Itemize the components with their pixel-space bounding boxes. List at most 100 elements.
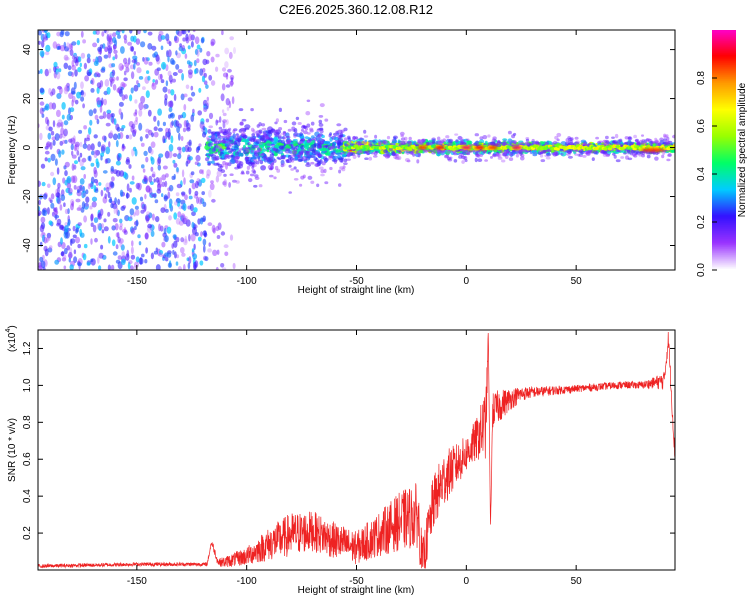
heatmap-cell [273, 176, 277, 180]
heatmap-cell [77, 262, 82, 267]
heatmap-cell [128, 134, 133, 140]
heatmap-cell [345, 154, 350, 157]
heatmap-cell [317, 134, 322, 138]
heatmap-cell [56, 93, 62, 99]
heatmap-cell [504, 149, 509, 154]
heatmap-cell [119, 189, 124, 197]
heatmap-cell [70, 87, 76, 95]
heatmap-cell [199, 260, 204, 266]
heatmap-cell [78, 204, 82, 211]
heatmap-cell [68, 251, 73, 259]
heatmap-cell [96, 97, 101, 105]
heatmap-cell [60, 194, 66, 202]
heatmap-cell [153, 250, 158, 255]
heatmap-cell [60, 121, 64, 128]
heatmap-cell [62, 139, 65, 145]
heatmap-cell [41, 181, 46, 187]
heatmap-cell [208, 74, 213, 81]
heatmap-cell [154, 68, 160, 76]
heatmap-cell [519, 151, 523, 156]
heatmap-cell [636, 141, 641, 146]
heatmap-cell [88, 155, 92, 162]
heatmap-cell [575, 140, 580, 145]
heatmap-cell [102, 170, 108, 174]
heatmap-cell [331, 151, 336, 155]
heatmap-cell [479, 136, 484, 140]
colorbar-segment [712, 196, 736, 199]
heatmap-cell [484, 159, 488, 162]
colorbar-segment [712, 92, 736, 95]
heatmap-cell [97, 141, 102, 148]
heatmap-cell [177, 266, 183, 270]
heatmap-cell [127, 41, 133, 46]
heatmap-cell [337, 157, 341, 161]
heatmap-cell [202, 201, 207, 207]
heatmap-cell [71, 64, 76, 71]
heatmap-cell [126, 249, 130, 258]
heatmap-cell [38, 265, 43, 270]
heatmap-cell [75, 227, 80, 233]
heatmap-cell [404, 140, 409, 145]
colorbar-segment [712, 60, 736, 63]
heatmap-cell [190, 85, 194, 91]
heatmap-cell [163, 227, 167, 235]
heatmap-cell [513, 140, 517, 143]
heatmap-cell [50, 202, 55, 209]
heatmap-cell [132, 55, 138, 61]
colorbar: 0.00.20.40.60.8 Normalized spectral ampl… [696, 30, 748, 277]
heatmap-cell [96, 223, 101, 230]
heatmap-cell [168, 215, 172, 221]
heatmap-cell [103, 187, 107, 191]
heatmap-cell [67, 222, 70, 227]
heatmap-cell [174, 201, 178, 206]
colorbar-segment [712, 88, 736, 91]
colorbar-segment [712, 130, 736, 133]
heatmap-cell [164, 235, 169, 243]
heatmap-cell [276, 168, 281, 173]
snr-x-tick-label: -100 [237, 576, 257, 587]
colorbar-segment [712, 146, 736, 149]
heatmap-cell [73, 57, 78, 64]
heatmap-cell [64, 170, 68, 177]
heatmap-cell [193, 243, 196, 251]
heatmap-cell [155, 54, 160, 62]
heatmap-cell [400, 137, 406, 141]
heatmap-cell [109, 130, 114, 138]
colorbar-segment [712, 254, 736, 257]
heatmap-cell [143, 30, 147, 34]
heatmap-cell [661, 154, 665, 159]
spectrogram-y-axis-label: Frequency (Hz) [7, 116, 18, 185]
heatmap-cell [198, 87, 202, 93]
heatmap-cell [223, 155, 228, 159]
heatmap-cell [574, 141, 579, 145]
heatmap-cell [198, 196, 203, 205]
heatmap-cell [138, 76, 144, 80]
heatmap-cell [446, 149, 451, 154]
heatmap-cell [348, 141, 352, 145]
heatmap-cell [188, 256, 192, 264]
colorbar-segment [712, 208, 736, 211]
heatmap-cell [638, 153, 642, 157]
heatmap-cell [142, 168, 146, 173]
heatmap-cell [238, 129, 243, 133]
heatmap-cell [533, 151, 538, 155]
heatmap-cell [128, 260, 133, 265]
heatmap-cell [160, 207, 166, 214]
heatmap-cell [191, 221, 195, 229]
heatmap-cell [654, 137, 658, 141]
heatmap-cell [311, 135, 315, 139]
heatmap-cell [278, 127, 283, 131]
heatmap-cell [48, 102, 54, 110]
heatmap-cell [44, 157, 48, 162]
heatmap-cell [262, 135, 266, 139]
heatmap-cell [228, 139, 234, 143]
heatmap-cell [225, 162, 228, 170]
heatmap-cell [76, 207, 82, 211]
spectrogram-y-tick-label: -20 [22, 189, 33, 204]
colorbar-segment [712, 110, 736, 113]
heatmap-cell [228, 100, 232, 109]
heatmap-cell [165, 173, 169, 178]
heatmap-cell [327, 147, 333, 150]
snr-plot: -150 -100 -50 0 500.20.40.60.81.01.2 Height … [5, 325, 676, 596]
heatmap-cell [229, 142, 234, 146]
